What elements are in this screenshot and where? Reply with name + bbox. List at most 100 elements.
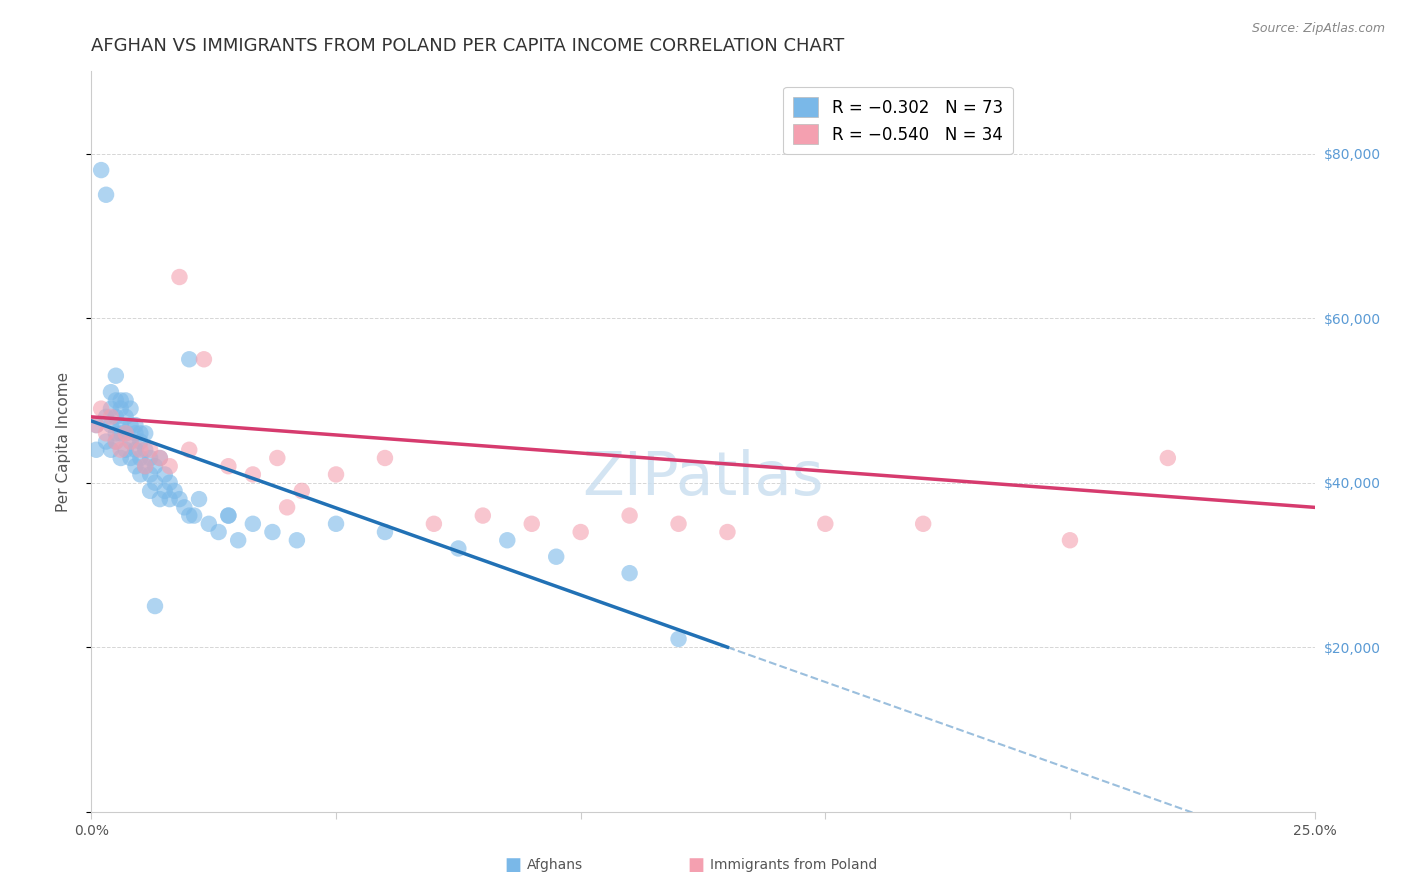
Point <box>84 418 107 433</box>
Point <box>110 426 132 441</box>
Point <box>110 442 132 457</box>
Point <box>149 450 172 465</box>
Point <box>159 492 181 507</box>
Point <box>226 533 249 548</box>
Point <box>668 516 690 531</box>
Point <box>110 450 132 465</box>
Point <box>129 434 152 449</box>
Point <box>139 467 162 482</box>
Point <box>198 516 221 531</box>
Point <box>143 599 166 613</box>
Point <box>114 393 136 408</box>
Point <box>100 385 122 400</box>
Point <box>120 418 142 433</box>
Point <box>129 450 152 465</box>
Point <box>139 483 162 498</box>
Point <box>325 467 347 482</box>
Point <box>134 459 156 474</box>
Point <box>100 409 122 424</box>
Point <box>814 516 837 531</box>
Point <box>169 492 191 507</box>
Legend: R = −0.302   N = 73, R = −0.540   N = 34: R = −0.302 N = 73, R = −0.540 N = 34 <box>783 87 1012 154</box>
Point <box>134 459 156 474</box>
Point <box>183 508 205 523</box>
Point <box>124 418 146 433</box>
Point <box>114 409 136 424</box>
Point <box>149 450 172 465</box>
Point <box>120 434 142 449</box>
Point <box>546 549 568 564</box>
Point <box>619 508 641 523</box>
Point <box>179 508 201 523</box>
Point <box>84 418 107 433</box>
Point <box>668 632 690 646</box>
Point <box>447 541 470 556</box>
Point <box>291 483 314 498</box>
Point <box>90 401 112 416</box>
Point <box>104 409 127 424</box>
Point <box>163 483 186 498</box>
Point <box>207 524 229 539</box>
Point <box>134 442 156 457</box>
Point <box>276 500 298 515</box>
Point <box>912 516 935 531</box>
Point <box>124 442 146 457</box>
Point <box>104 368 127 383</box>
Point <box>129 442 152 457</box>
Point <box>153 483 176 498</box>
Point <box>179 352 201 367</box>
Point <box>94 426 117 441</box>
Point <box>114 442 136 457</box>
Point <box>471 508 494 523</box>
Point <box>100 401 122 416</box>
Point <box>242 467 264 482</box>
Point <box>520 516 543 531</box>
Point <box>129 426 152 441</box>
Point <box>169 270 191 285</box>
Point <box>104 434 127 449</box>
Point <box>120 401 142 416</box>
Point <box>114 426 136 441</box>
Point <box>153 467 176 482</box>
Point <box>120 434 142 449</box>
Point <box>179 442 201 457</box>
Point <box>94 409 117 424</box>
Point <box>242 516 264 531</box>
Text: ZIPatlas: ZIPatlas <box>582 449 824 508</box>
Text: ■: ■ <box>688 856 704 874</box>
Point <box>110 418 132 433</box>
Point <box>325 516 347 531</box>
Point <box>716 524 738 539</box>
Point <box>149 492 172 507</box>
Point <box>114 426 136 441</box>
Point <box>94 187 117 202</box>
Point <box>84 442 107 457</box>
Text: Source: ZipAtlas.com: Source: ZipAtlas.com <box>1251 22 1385 36</box>
Text: Immigrants from Poland: Immigrants from Poland <box>710 858 877 872</box>
Point <box>1157 450 1180 465</box>
Text: ■: ■ <box>505 856 522 874</box>
Point <box>159 459 181 474</box>
Point <box>159 475 181 490</box>
Point <box>217 508 239 523</box>
Point <box>124 459 146 474</box>
Point <box>124 426 146 441</box>
Point <box>139 450 162 465</box>
Point <box>143 475 166 490</box>
Point <box>110 401 132 416</box>
Text: AFGHAN VS IMMIGRANTS FROM POLAND PER CAPITA INCOME CORRELATION CHART: AFGHAN VS IMMIGRANTS FROM POLAND PER CAP… <box>91 37 845 54</box>
Point <box>266 450 288 465</box>
Point <box>423 516 446 531</box>
Point <box>1059 533 1081 548</box>
Point <box>193 352 215 367</box>
Point <box>94 434 117 449</box>
Point <box>188 492 211 507</box>
Point <box>173 500 195 515</box>
Point <box>100 418 122 433</box>
Point <box>374 450 396 465</box>
Point <box>262 524 284 539</box>
Point <box>139 442 162 457</box>
Point <box>104 434 127 449</box>
Point <box>143 459 166 474</box>
Point <box>569 524 592 539</box>
